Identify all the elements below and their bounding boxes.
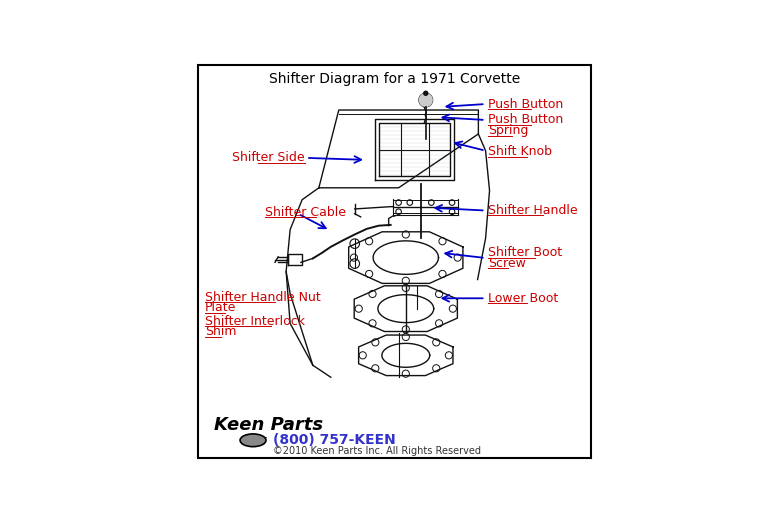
Text: Spring: Spring bbox=[488, 124, 529, 137]
Text: Shifter Side: Shifter Side bbox=[233, 151, 305, 164]
Text: Shifter Handle Nut: Shifter Handle Nut bbox=[205, 291, 321, 304]
Text: Shifter Handle: Shifter Handle bbox=[488, 204, 578, 217]
Text: Plate: Plate bbox=[205, 301, 236, 314]
Text: Push Button: Push Button bbox=[488, 97, 564, 110]
Text: Push Button: Push Button bbox=[488, 113, 564, 126]
Text: Screw: Screw bbox=[488, 257, 526, 270]
Text: ©2010 Keen Parts Inc. All Rights Reserved: ©2010 Keen Parts Inc. All Rights Reserve… bbox=[273, 446, 481, 456]
Circle shape bbox=[420, 94, 432, 106]
Text: (800) 757-KEEN: (800) 757-KEEN bbox=[273, 433, 396, 447]
Text: Shifter Boot: Shifter Boot bbox=[488, 247, 562, 260]
Text: Shifter Diagram for a 1971 Corvette: Shifter Diagram for a 1971 Corvette bbox=[269, 72, 521, 86]
Ellipse shape bbox=[240, 434, 266, 447]
Text: Keen Parts: Keen Parts bbox=[214, 416, 323, 434]
Text: Shifter Cable: Shifter Cable bbox=[265, 206, 346, 219]
Text: Shifter Interlock: Shifter Interlock bbox=[205, 315, 305, 328]
Text: Shim: Shim bbox=[205, 325, 236, 338]
Text: Shift Knob: Shift Knob bbox=[488, 146, 552, 159]
Circle shape bbox=[424, 91, 427, 95]
Text: Lower Boot: Lower Boot bbox=[488, 292, 558, 305]
